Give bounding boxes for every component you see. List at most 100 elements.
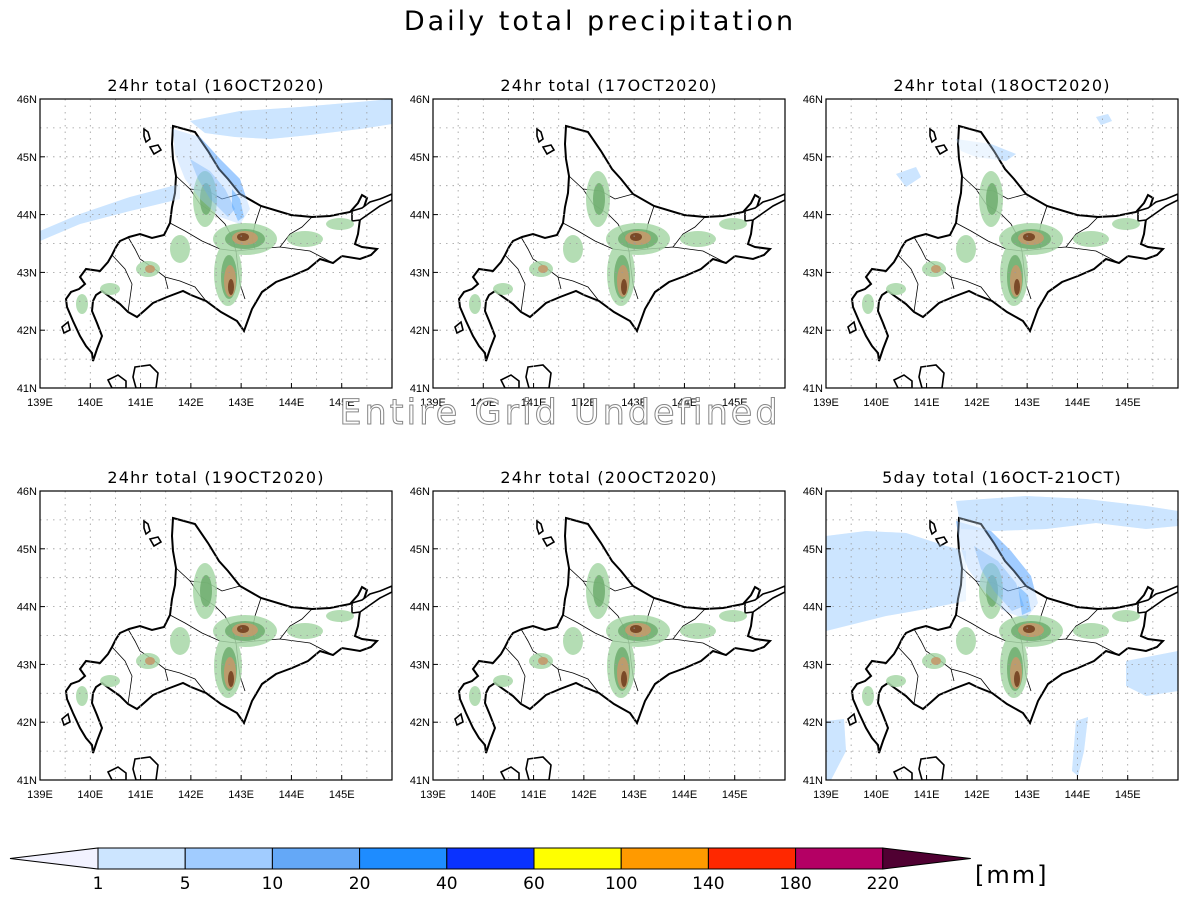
colorbar-bin: [446, 847, 535, 870]
lon-tick-label: 140E: [470, 789, 496, 801]
colorbar-bin: [359, 847, 448, 870]
colorbar-label: 1: [93, 874, 104, 894]
lon-tick-label: 143E: [621, 789, 647, 801]
lat-tick-label: 44N: [410, 602, 430, 614]
lon-tick-label: 144E: [279, 789, 305, 801]
lon-tick-label: 145E: [329, 789, 355, 801]
lat-tick-label: 43N: [410, 659, 430, 671]
precip-area: [896, 167, 921, 187]
lon-tick-label: 141E: [128, 397, 154, 409]
lon-tick-label: 142E: [964, 789, 990, 801]
lat-tick-label: 44N: [17, 602, 37, 614]
panel-title: 24hr total (20OCT2020): [500, 468, 717, 487]
colorbar: 1 5 10 20 40 60 100 140 180 220: [9, 847, 971, 894]
lon-tick-label: 143E: [228, 397, 254, 409]
lat-tick-label: 46N: [410, 94, 430, 106]
lat-tick-label: 41N: [17, 383, 37, 395]
lat-tick-label: 45N: [803, 152, 823, 164]
lon-tick-label: 140E: [77, 789, 103, 801]
panel-frame: [432, 98, 786, 389]
lon-tick-label: 142E: [571, 789, 597, 801]
lat-tick-label: 44N: [803, 210, 823, 222]
graticule: [826, 491, 1178, 780]
lon-tick-label: 141E: [914, 789, 940, 801]
colorbar-bin: [533, 847, 622, 870]
graticule: [433, 99, 785, 388]
lat-tick-label: 46N: [803, 486, 823, 498]
map-panel: 24hr total (19OCT2020) 139E 140E 141E 142E 14…: [17, 468, 393, 801]
lon-tick-label: 144E: [1065, 397, 1091, 409]
graticule: [40, 491, 392, 780]
lat-tick-label: 43N: [410, 267, 430, 279]
colorbar-label: 40: [436, 874, 458, 894]
colorbar-label: 100: [605, 874, 637, 894]
map-panel: 24hr total (17OCT2020) 139E 140E 141E 142E 14…: [410, 76, 786, 409]
colorbar-label: 20: [349, 874, 371, 894]
map-panel: 24hr total (18OCT2020) 139E 140E 141E 142E 14…: [803, 76, 1179, 409]
lat-tick-label: 42N: [17, 325, 37, 337]
precip-area: [40, 184, 180, 241]
units-label: [mm]: [975, 861, 1048, 889]
panel-title: 5day total (16OCT-21OCT): [882, 468, 1122, 487]
precip-area: [1096, 114, 1112, 125]
lat-tick-label: 41N: [803, 775, 823, 787]
lat-tick-label: 46N: [17, 486, 37, 498]
lon-tick-label: 145E: [722, 397, 748, 409]
lon-tick-label: 139E: [420, 789, 446, 801]
lon-tick-label: 141E: [128, 789, 154, 801]
lon-tick-label: 141E: [521, 789, 547, 801]
lat-tick-label: 41N: [17, 775, 37, 787]
lat-tick-label: 46N: [803, 94, 823, 106]
lon-tick-label: 144E: [1065, 789, 1091, 801]
lat-tick-label: 45N: [803, 544, 823, 556]
lon-tick-label: 139E: [813, 397, 839, 409]
graticule: [433, 491, 785, 780]
lat-tick-label: 44N: [803, 602, 823, 614]
colorbar-label: 10: [262, 874, 284, 894]
lat-tick-label: 43N: [803, 659, 823, 671]
lon-tick-label: 144E: [672, 789, 698, 801]
lat-tick-label: 43N: [803, 267, 823, 279]
graticule: [40, 99, 392, 388]
colorbar-bin: [707, 847, 797, 870]
panel-grid: 24hr total (16OCT2020) 139E 140E 141E 142E 14…: [17, 76, 1179, 801]
lon-tick-label: 143E: [1014, 397, 1040, 409]
panel-frame: [39, 98, 393, 389]
lat-tick-label: 43N: [17, 659, 37, 671]
lon-tick-label: 145E: [329, 397, 355, 409]
panel-title: 24hr total (17OCT2020): [500, 76, 717, 95]
colorbar-bin: [271, 847, 361, 870]
lon-tick-label: 139E: [27, 789, 53, 801]
lon-tick-label: 142E: [571, 397, 597, 409]
lat-tick-label: 44N: [410, 210, 430, 222]
lon-tick-label: 140E: [470, 397, 496, 409]
lon-tick-label: 144E: [672, 397, 698, 409]
lat-tick-label: 46N: [410, 486, 430, 498]
panel-frame: [432, 490, 786, 781]
precip-area: [826, 719, 846, 780]
lat-tick-label: 42N: [410, 325, 430, 337]
lon-tick-label: 143E: [1014, 789, 1040, 801]
panel-title: 24hr total (18OCT2020): [893, 76, 1110, 95]
colorbar-bin: [795, 847, 884, 870]
panel-frame: [39, 490, 393, 781]
lon-tick-label: 141E: [521, 397, 547, 409]
lat-tick-label: 45N: [17, 544, 37, 556]
panel-title: 24hr total (16OCT2020): [107, 76, 324, 95]
lat-tick-label: 44N: [17, 210, 37, 222]
map-panel: 24hr total (20OCT2020) 139E 140E 141E 142E 14…: [410, 468, 786, 801]
grid-undefined-overlay: Entire Grid Undefined: [339, 393, 780, 433]
lon-tick-label: 142E: [178, 397, 204, 409]
panel-title: 24hr total (19OCT2020): [107, 468, 324, 487]
lon-tick-label: 140E: [863, 789, 889, 801]
lon-tick-label: 143E: [621, 397, 647, 409]
lat-tick-label: 42N: [410, 717, 430, 729]
graticule: [826, 99, 1178, 388]
lat-tick-label: 45N: [17, 152, 37, 164]
lat-tick-label: 41N: [803, 383, 823, 395]
colorbar-label: 180: [779, 874, 811, 894]
lon-tick-label: 144E: [279, 397, 305, 409]
colorbar-label: 220: [867, 874, 899, 894]
lat-tick-label: 41N: [410, 383, 430, 395]
